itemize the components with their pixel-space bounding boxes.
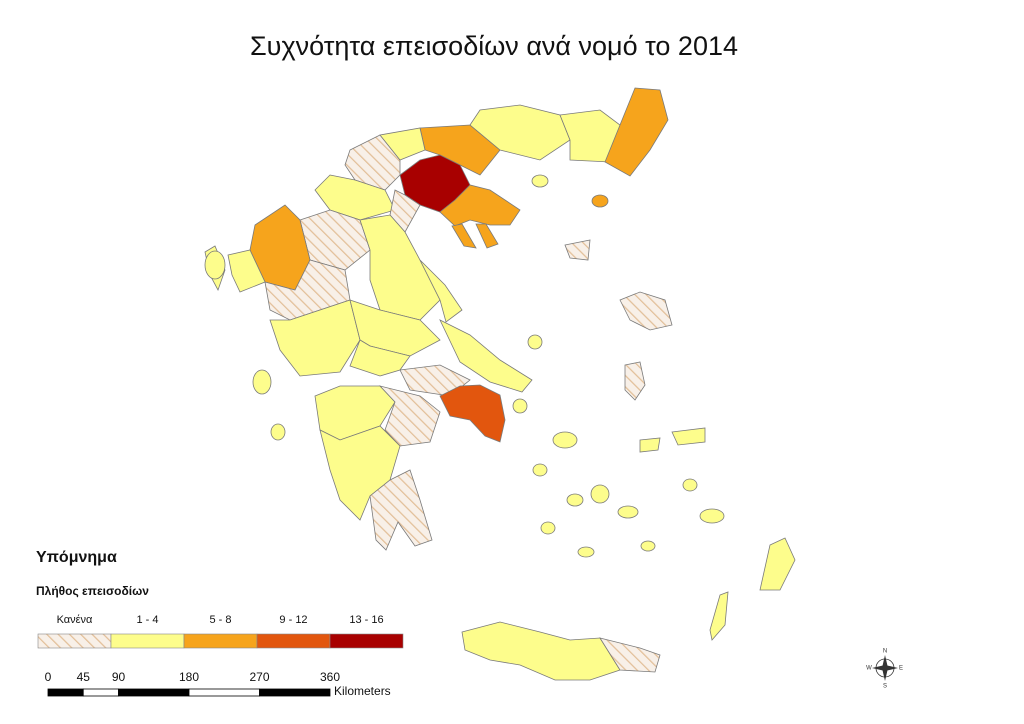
scale-segment: [118, 688, 190, 697]
scale-tick-label: 180: [179, 670, 199, 684]
region: [604, 87, 669, 177]
region: [640, 540, 656, 552]
legend-label: 1 - 4: [136, 614, 158, 626]
region: [252, 369, 272, 395]
region: [439, 184, 521, 227]
region: [624, 361, 646, 401]
region: [461, 621, 621, 681]
legend-subtitle: Πλήθος επεισοδίων: [36, 584, 149, 598]
legend-swatch: [110, 633, 185, 649]
region: [359, 214, 441, 321]
legend-swatch: [183, 633, 258, 649]
region: [709, 591, 729, 641]
compass-letter: E: [899, 666, 903, 672]
legend: Κανένα 1 - 4 5 - 8 9 - 12 13 - 16: [37, 614, 404, 649]
region: [566, 493, 584, 507]
region: [439, 384, 506, 443]
region: [759, 537, 796, 591]
region: [379, 127, 426, 161]
legend-label: 9 - 12: [279, 614, 307, 626]
region: [369, 469, 433, 551]
region: [531, 174, 549, 188]
region: [671, 427, 706, 446]
scale-tick-label: 0: [45, 670, 52, 684]
region: [590, 484, 610, 504]
scale-tick-label: 360: [320, 670, 340, 684]
region: [564, 239, 591, 261]
region: [419, 259, 463, 323]
compass-letter: N: [883, 649, 887, 655]
region: [619, 291, 673, 331]
greece-map: [204, 87, 796, 681]
scale-segment: [259, 688, 331, 697]
region: [599, 637, 661, 673]
scale-segment: [82, 688, 119, 697]
region: [378, 385, 441, 447]
scale-segment: [188, 688, 260, 697]
region: [227, 249, 266, 293]
legend-label: 5 - 8: [209, 614, 231, 626]
region: [389, 189, 421, 233]
region: [527, 334, 543, 350]
region: [204, 250, 226, 280]
legend-swatch: [329, 633, 404, 649]
compass: N E S W: [866, 649, 903, 690]
region: [639, 437, 661, 453]
region: [540, 521, 556, 535]
region: [512, 398, 528, 414]
scale-segment: [47, 688, 84, 697]
legend-label: Κανένα: [57, 614, 93, 626]
legend-label: 13 - 16: [349, 614, 383, 626]
region: [314, 174, 396, 221]
scale-tick-label: 90: [112, 670, 126, 684]
region: [270, 423, 286, 441]
region: [682, 478, 698, 492]
region: [475, 223, 499, 249]
scale-unit: Kilometers: [334, 684, 391, 698]
region: [577, 546, 595, 558]
map-title: Συχνότητα επεισοδίων ανά νομό το 2014: [250, 31, 738, 61]
legend-swatch: [256, 633, 331, 649]
region: [451, 223, 477, 249]
scale-tick-label: 270: [249, 670, 269, 684]
region: [617, 505, 639, 519]
legend-title: Υπόμνημα: [36, 549, 117, 566]
region: [439, 319, 533, 393]
region: [532, 463, 548, 477]
scale-tick-label: 45: [77, 670, 91, 684]
region: [552, 431, 578, 449]
region: [699, 508, 725, 524]
region: [591, 194, 609, 208]
compass-letter: S: [883, 684, 887, 690]
legend-swatch: [37, 633, 112, 649]
compass-letter: W: [866, 666, 872, 672]
